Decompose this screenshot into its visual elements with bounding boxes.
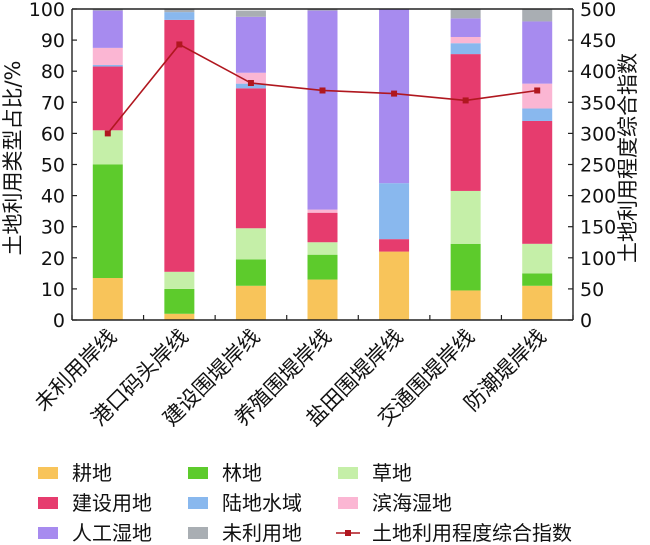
- bar-segment: [379, 239, 410, 252]
- legend-label: 滨海湿地: [372, 491, 452, 515]
- bar-segment: [235, 72, 266, 84]
- index-point: [104, 130, 111, 137]
- bar-segment: [235, 10, 266, 17]
- legend-swatch: [188, 467, 208, 479]
- bar-segment: [164, 9, 195, 13]
- legend-swatch: [338, 467, 358, 479]
- bar-segment: [450, 54, 481, 191]
- y2-tick-label: 150: [580, 217, 616, 239]
- legend-label: 建设用地: [72, 491, 152, 515]
- bar-segment: [235, 16, 266, 73]
- bar-segment: [379, 183, 410, 240]
- bar-segment: [164, 313, 195, 320]
- legend-label: 陆地水域: [222, 491, 302, 515]
- y-tick-label: 40: [41, 186, 65, 208]
- index-point: [391, 90, 398, 97]
- bar-segment: [522, 243, 553, 274]
- bar-segment: [450, 9, 481, 19]
- y-tick-label: 50: [41, 155, 65, 177]
- y-tick-label: 0: [53, 310, 65, 332]
- legend-swatch-marker: [345, 530, 351, 536]
- bar-segment: [522, 120, 553, 244]
- bar-segment: [92, 66, 123, 131]
- bar-segment: [522, 83, 553, 109]
- bar-segment: [92, 64, 123, 67]
- y-axis-title: 土地利用类型占比/%: [1, 60, 25, 255]
- y-tick-label: 60: [41, 123, 65, 145]
- legend-label: 草地: [372, 461, 412, 485]
- index-point: [176, 41, 183, 48]
- legend-label: 林地: [222, 461, 262, 485]
- legend-swatch: [38, 467, 58, 479]
- legend-swatch: [38, 527, 58, 539]
- bar-segment: [235, 88, 266, 229]
- bar-segment: [164, 288, 195, 314]
- y-tick-label: 90: [41, 30, 65, 52]
- bar-segment: [92, 47, 123, 65]
- y-tick-label: 10: [41, 279, 65, 301]
- bar-segment: [235, 228, 266, 260]
- y-tick-label: 20: [41, 248, 65, 270]
- y-tick-label: 80: [41, 61, 65, 83]
- bar-segment: [379, 251, 410, 320]
- legend-swatch: [338, 497, 358, 509]
- index-point: [534, 87, 541, 94]
- bar-segment: [450, 18, 481, 37]
- bar-segment: [235, 259, 266, 286]
- bar-segment: [307, 212, 338, 243]
- y-tick-label: 30: [41, 217, 65, 239]
- bar-segment: [164, 12, 195, 20]
- bar-segment: [92, 9, 123, 11]
- bar-segment: [307, 10, 338, 210]
- bar-segment: [450, 243, 481, 291]
- y2-tick-label: 450: [580, 30, 616, 52]
- legend-label: 耕地: [72, 461, 112, 485]
- bar-segment: [307, 209, 338, 213]
- y2-tick-label: 250: [580, 155, 616, 177]
- bar-segment: [522, 285, 553, 320]
- y-tick-label: 100: [29, 0, 65, 21]
- bar-segment: [164, 19, 195, 272]
- index-point: [247, 80, 254, 87]
- y2-axis-title: 土地利用程度综合指数: [616, 53, 640, 263]
- bar-segment: [450, 190, 481, 244]
- legend-swatch: [38, 497, 58, 509]
- legend-swatch: [188, 497, 208, 509]
- bar-segment: [522, 21, 553, 84]
- y2-tick-label: 500: [580, 0, 616, 21]
- bar-segment: [307, 242, 338, 255]
- bar-segment: [92, 164, 123, 279]
- legend-label: 土地利用程度综合指数: [372, 521, 572, 545]
- bar-segment: [450, 43, 481, 55]
- legend-swatch: [188, 527, 208, 539]
- y2-tick-label: 0: [580, 310, 592, 332]
- y2-tick-label: 400: [580, 61, 616, 83]
- y-tick-label: 70: [41, 92, 65, 114]
- bar-segment: [307, 279, 338, 320]
- y2-tick-label: 100: [580, 248, 616, 270]
- bar-segment: [450, 36, 481, 44]
- bar-segment: [522, 9, 553, 22]
- y2-tick-label: 50: [580, 279, 604, 301]
- bar-segment: [522, 273, 553, 286]
- y2-tick-label: 200: [580, 186, 616, 208]
- bar-segment: [92, 278, 123, 320]
- legend-label: 未利用地: [222, 521, 302, 545]
- bar-segment: [307, 9, 338, 11]
- y2-tick-label: 300: [580, 123, 616, 145]
- bar-segment: [450, 290, 481, 320]
- legend-label: 人工湿地: [72, 521, 152, 545]
- y2-tick-label: 350: [580, 92, 616, 114]
- bar-segment: [235, 285, 266, 320]
- bar-segment: [522, 108, 553, 121]
- bar-segment: [164, 271, 195, 289]
- bar-segment: [92, 10, 123, 48]
- index-point: [462, 97, 469, 104]
- index-point: [319, 87, 326, 94]
- bar-segment: [307, 254, 338, 280]
